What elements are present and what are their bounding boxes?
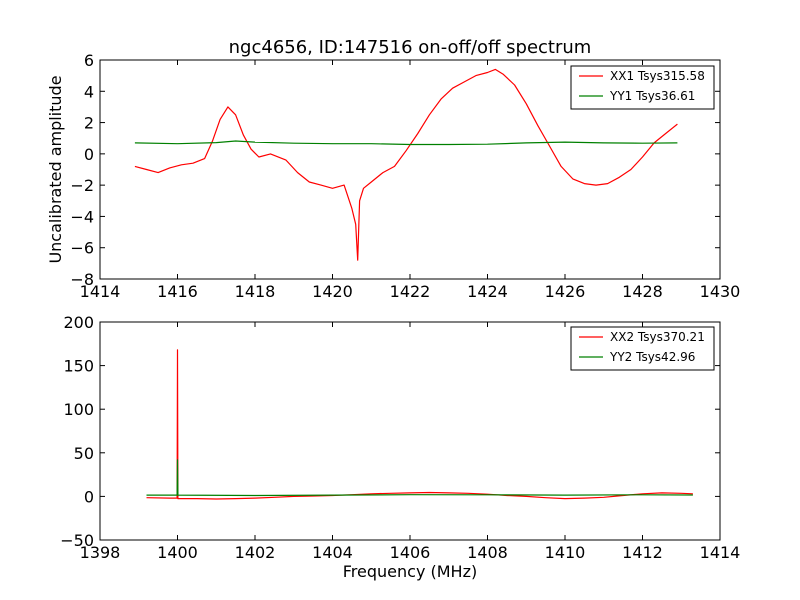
figure-title: ngc4656, ID:147516 on-off/off spectrum xyxy=(229,37,592,58)
y-tick-label: 0 xyxy=(84,145,94,164)
x-tick-label: 1398 xyxy=(80,543,121,562)
y-tick-label: 6 xyxy=(84,51,94,70)
x-tick-label: 1408 xyxy=(467,543,508,562)
legend-label: XX2 Tsys370.21 xyxy=(610,330,705,344)
y-tick-label: 50 xyxy=(74,444,94,463)
top-panel: 1414 1416 1418 1420 1422 1424 1426 1428 1430 −8 −6… xyxy=(46,51,740,301)
x-tick-label: 1418 xyxy=(235,282,276,301)
y-tick-label: 100 xyxy=(63,400,94,419)
x-tick-label: 1414 xyxy=(700,543,741,562)
x-tick-label: 1404 xyxy=(312,543,353,562)
y-tick-label: 150 xyxy=(63,357,94,376)
x-tick-label: 1402 xyxy=(235,543,276,562)
series-line-1-0 xyxy=(146,349,693,500)
x-tick-label: 1416 xyxy=(157,282,198,301)
legend: XX1 Tsys315.58 YY1 Tsys36.61 xyxy=(570,65,715,110)
legend-box xyxy=(570,326,715,371)
y-tick-label: 200 xyxy=(63,313,94,332)
legend-label: XX1 Tsys315.58 xyxy=(610,69,705,83)
x-tick-label: 1400 xyxy=(157,543,198,562)
x-tick-label: 1430 xyxy=(700,282,741,301)
x-tick-label: 1414 xyxy=(80,282,121,301)
y-tick-label: −4 xyxy=(70,207,94,226)
x-axis-label: Frequency (MHz) xyxy=(343,562,477,581)
legend-box xyxy=(570,65,715,110)
x-tick-label: 1424 xyxy=(467,282,508,301)
series-line-1-1 xyxy=(146,459,693,497)
x-tick-label: 1426 xyxy=(545,282,586,301)
series-line-0-0 xyxy=(134,68,678,261)
y-tick-label: −50 xyxy=(60,531,94,550)
legend-label: YY1 Tsys36.61 xyxy=(609,89,695,103)
y-tick-label: −8 xyxy=(70,270,94,289)
bottom-panel: 1398 1400 1402 1404 1406 1408 1410 1412 1414 −50 0… xyxy=(60,313,740,581)
x-tick-label: 1428 xyxy=(622,282,663,301)
x-tick-label: 1406 xyxy=(390,543,431,562)
series-line-0-1 xyxy=(134,140,678,146)
y-tick-label: −2 xyxy=(70,176,94,195)
y-tick-label: 0 xyxy=(84,487,94,506)
x-tick-label: 1410 xyxy=(545,543,586,562)
y-tick-label: −6 xyxy=(70,239,94,258)
y-axis-label: Uncalibrated amplitude xyxy=(46,75,65,263)
y-tick-label: 2 xyxy=(84,114,94,133)
x-tick-label: 1422 xyxy=(390,282,431,301)
x-tick-label: 1420 xyxy=(312,282,353,301)
legend-label: YY2 Tsys42.96 xyxy=(609,350,695,364)
y-tick-label: 4 xyxy=(84,82,94,101)
legend: XX2 Tsys370.21 YY2 Tsys42.96 xyxy=(570,326,715,371)
x-tick-label: 1412 xyxy=(622,543,663,562)
